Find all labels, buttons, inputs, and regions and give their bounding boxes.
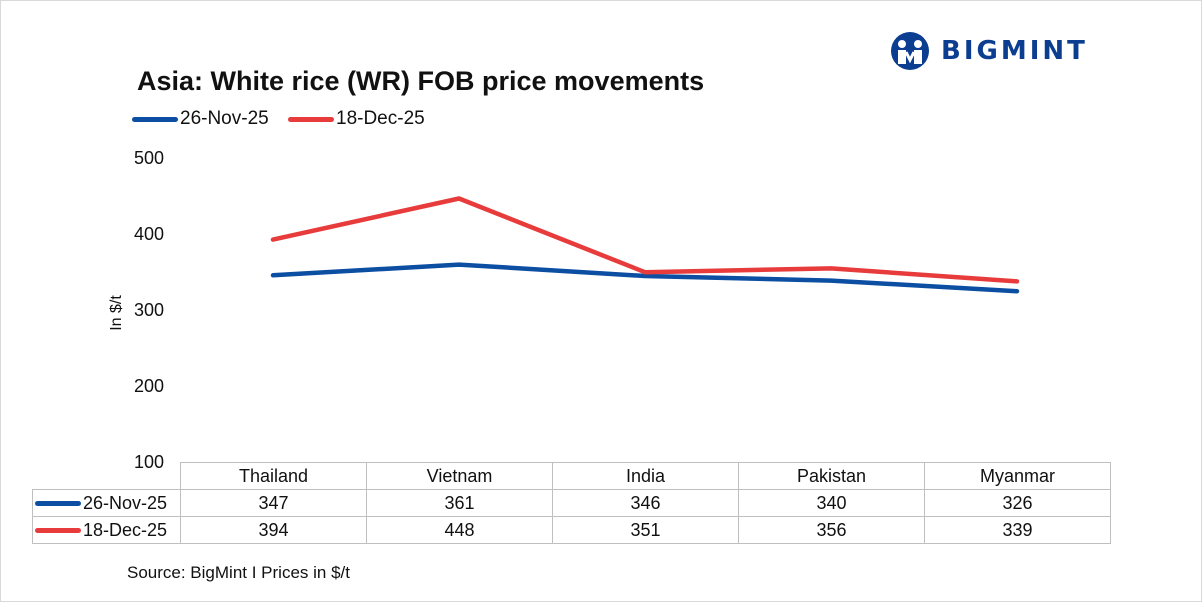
table-row-header: 26-Nov-25 <box>32 489 181 517</box>
bigmint-logo-text: BIGMINT <box>941 36 1088 66</box>
table-swatch-1 <box>35 528 81 534</box>
series-line-0 <box>270 262 1020 294</box>
table-header-cell: Pakistan <box>738 462 925 490</box>
table-cell: 346 <box>552 489 739 517</box>
y-tick-label: 400 <box>133 224 164 244</box>
source-note: Source: BigMint I Prices in $/t <box>127 563 350 582</box>
y-tick-label: 100 <box>133 452 164 472</box>
table-header-cell: Myanmar <box>924 462 1111 490</box>
bigmint-logo-icon <box>891 32 929 70</box>
table-header-row: Thailand Vietnam India Pakistan Myanmar <box>33 462 1111 490</box>
table-row-label: 18-Dec-25 <box>83 519 168 540</box>
table-cell: 448 <box>366 516 553 544</box>
y-tick-label: 500 <box>133 148 164 168</box>
legend-item-0: 26-Nov-25 <box>132 108 269 130</box>
legend-label-0: 26-Nov-25 <box>180 108 269 129</box>
legend-item-1: 18-Dec-25 <box>288 108 425 130</box>
table-header-cell: India <box>552 462 739 490</box>
table-cell: 340 <box>738 489 925 517</box>
table-cell: 339 <box>924 516 1111 544</box>
legend-label-1: 18-Dec-25 <box>336 108 425 129</box>
y-tick-label: 200 <box>133 376 164 396</box>
bigmint-logo: BIGMINT <box>889 30 1119 72</box>
legend-swatch-0 <box>132 116 178 122</box>
table-cell: 394 <box>180 516 367 544</box>
table-row-header: 18-Dec-25 <box>32 516 181 544</box>
table-corner <box>33 463 181 490</box>
chart-title: Asia: White rice (WR) FOB price movement… <box>137 66 705 96</box>
table-cell: 356 <box>738 516 925 544</box>
legend-swatch-1 <box>288 116 334 122</box>
table-cell: 351 <box>552 516 739 544</box>
table-cell: 347 <box>180 489 367 517</box>
table-cell: 361 <box>366 489 553 517</box>
table-swatch-0 <box>35 501 81 507</box>
table-header-cell: Thailand <box>180 462 367 490</box>
table-row-label: 26-Nov-25 <box>83 492 168 513</box>
table-row: 18-Dec-25 394 448 351 356 339 <box>32 516 1111 544</box>
table-row: 26-Nov-25 347 361 346 340 326 <box>32 489 1111 517</box>
table-header-cell: Vietnam <box>366 462 553 490</box>
table-cell: 326 <box>924 489 1111 517</box>
y-tick-label: 300 <box>133 300 164 320</box>
data-table: Thailand Vietnam India Pakistan Myanmar … <box>32 462 1111 544</box>
